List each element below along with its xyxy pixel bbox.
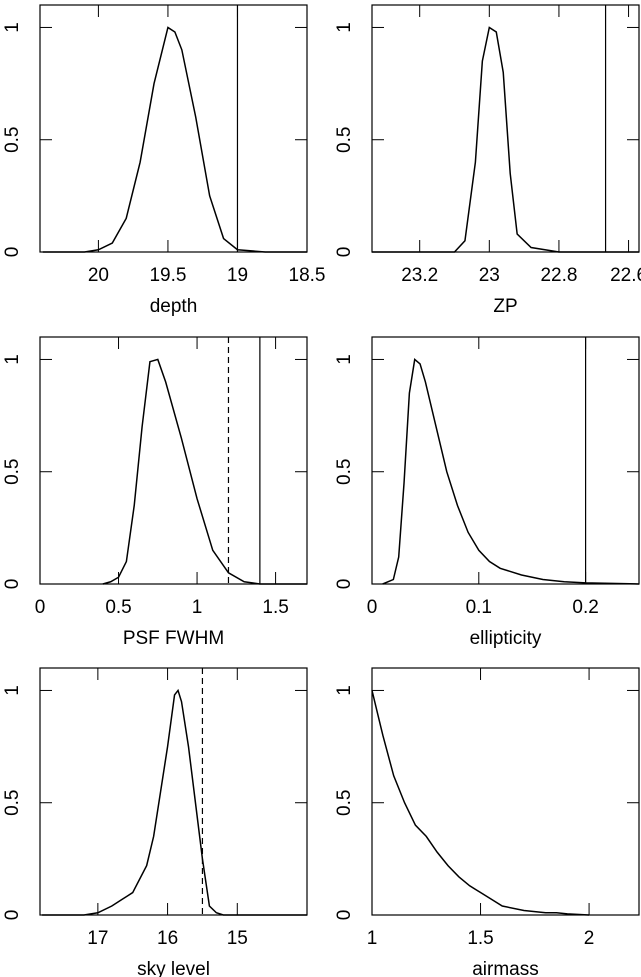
curve [371,690,590,916]
x-tick-label: 20 [88,265,109,286]
y-tick-label: 0.5 [2,459,23,485]
x-tick-label: 1.5 [467,928,493,949]
x-tick-label: 0 [367,597,378,618]
x-axis-label: depth [150,296,198,317]
x-tick-label: 23 [479,265,500,286]
y-tick-label: 0.5 [334,127,355,153]
x-tick-label: 19 [227,265,248,286]
x-axis-label: ZP [493,296,517,317]
y-tick-label: 0.5 [2,790,23,816]
y-tick-label: 1 [334,22,355,33]
plot-frame [39,667,308,916]
curve [102,358,307,585]
y-tick-label: 1 [334,354,355,365]
y-tick-label: 0 [334,579,355,590]
x-tick-label: 22.8 [540,265,577,286]
x-tick-label: 19.5 [149,265,186,286]
plot-frame [371,336,640,585]
x-tick-label: 1 [367,928,378,949]
y-tick-label: 0.5 [2,127,23,153]
y-tick-label: 0 [2,910,23,921]
y-tick-label: 0 [2,579,23,590]
curve [382,358,640,585]
y-tick-label: 0 [2,247,23,258]
x-tick-label: 0.5 [105,597,131,618]
plot-frame [39,4,308,253]
y-tick-label: 0.5 [334,790,355,816]
x-tick-label: 15 [227,928,248,949]
y-tick-label: 1 [2,354,23,365]
y-tick-label: 1 [2,685,23,696]
x-tick-label: 1 [192,597,203,618]
y-tick-label: 0 [334,247,355,258]
x-tick-label: 18.5 [289,265,326,286]
y-tick-label: 0.5 [334,459,355,485]
y-tick-label: 0 [334,910,355,921]
x-tick-label: 0.1 [466,597,492,618]
x-tick-label: 22.6 [610,265,641,286]
curve [42,688,307,916]
plot-frame [371,4,640,253]
x-tick-label: 16 [157,928,178,949]
y-tick-label: 1 [334,685,355,696]
x-axis-label: ellipticity [470,628,542,649]
x-tick-label: 0.2 [572,597,598,618]
plot-frame [39,336,308,585]
x-axis-label: PSF FWHM [123,628,224,649]
x-tick-label: 23.2 [401,265,438,286]
plot-frame [371,667,640,916]
curve [372,26,639,253]
x-axis-label: airmass [472,959,539,977]
x-tick-label: 1.5 [262,597,288,618]
y-tick-label: 1 [2,22,23,33]
x-tick-label: 2 [584,928,595,949]
x-tick-label: 17 [87,928,108,949]
x-axis-label: sky level [137,959,210,977]
x-tick-label: 0 [35,597,46,618]
curve [42,26,307,253]
